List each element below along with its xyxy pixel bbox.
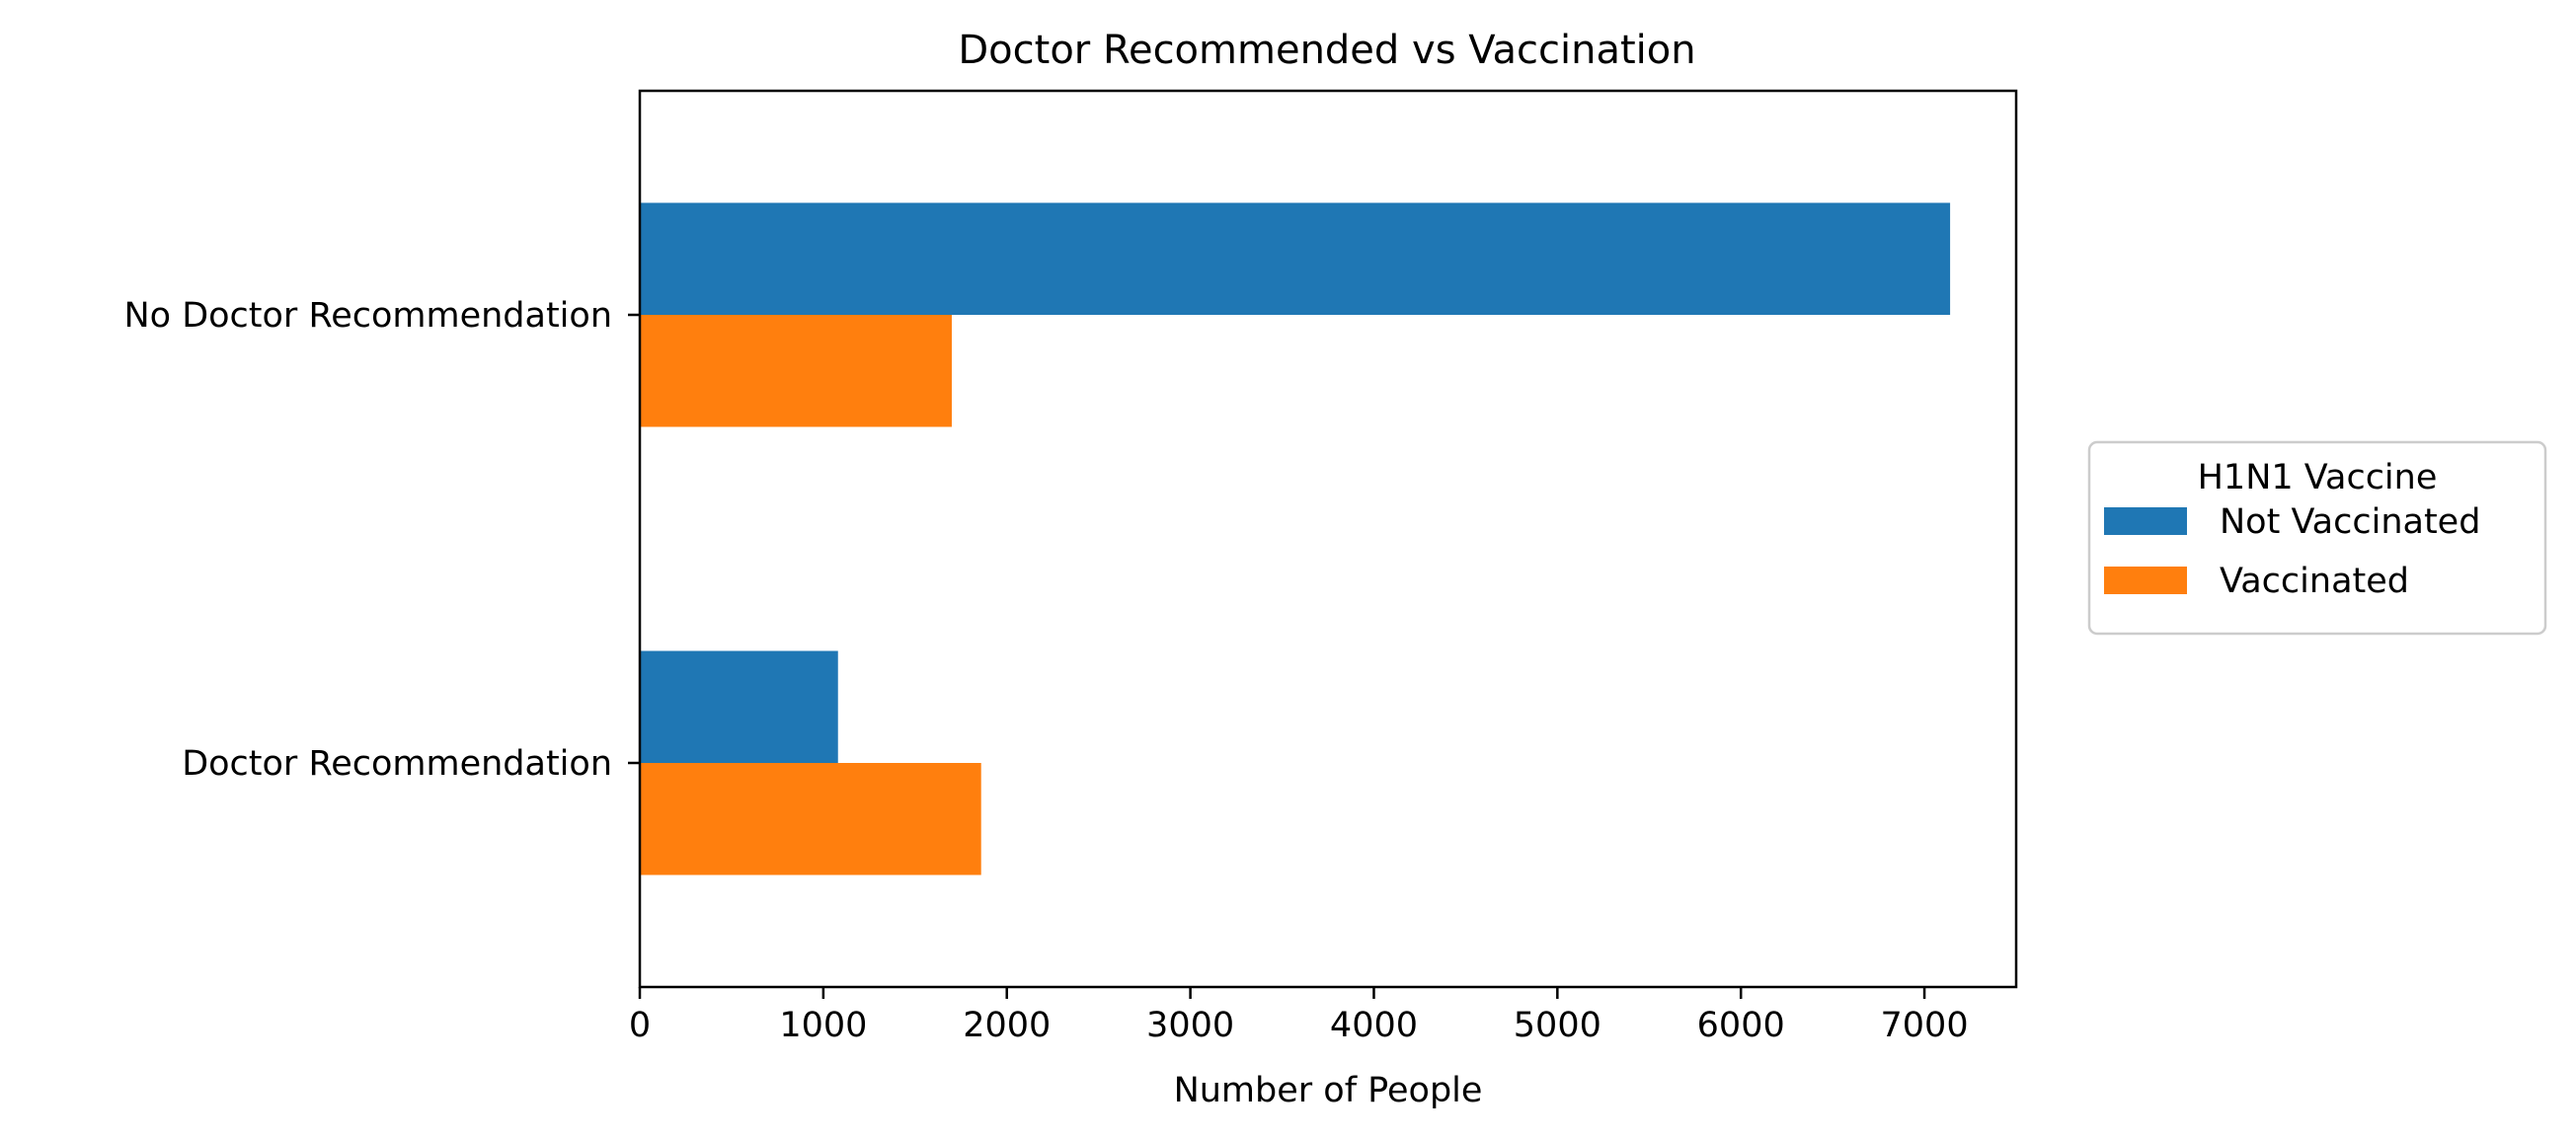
- plot-area-frame: [638, 89, 2018, 989]
- x-tick-label: 0: [629, 1006, 651, 1045]
- bar-not-vaccinated-doctor-recommendation: [640, 650, 838, 763]
- x-tick-label: 6000: [1697, 1006, 1785, 1045]
- legend-items: Not Vaccinated Vaccinated: [2104, 502, 2480, 601]
- legend-frame: [2087, 440, 2547, 636]
- bar-vaccinated-doctor-recommendation: [640, 763, 981, 875]
- x-tick-label: 2000: [963, 1006, 1051, 1045]
- x-axis-label: Number of People: [1174, 1071, 1483, 1110]
- y-tick-label: Doctor Recommendation: [182, 744, 612, 784]
- bar-vaccinated-no-doctor-recommendation: [640, 315, 952, 427]
- x-tick-label: 5000: [1514, 1006, 1601, 1045]
- x-tick-label: 1000: [779, 1006, 867, 1045]
- y-axis-ticks: No Doctor Recommendation Doctor Recommend…: [123, 296, 640, 784]
- legend-swatch-vaccinated: [2104, 567, 2187, 594]
- x-axis-ticks: 0 1000 2000 3000 4000 5000 6000 7000: [629, 987, 1969, 1045]
- y-tick-label: No Doctor Recommendation: [123, 296, 612, 336]
- bars-layer: [640, 202, 1951, 875]
- chart-title: Doctor Recommended vs Vaccination: [958, 28, 1695, 73]
- x-tick-label: 3000: [1146, 1006, 1234, 1045]
- legend-label: Vaccinated: [2220, 562, 2409, 601]
- legend-title: H1N1 Vaccine: [2198, 458, 2438, 497]
- x-tick-label: 4000: [1330, 1006, 1418, 1045]
- legend-label: Not Vaccinated: [2220, 502, 2480, 542]
- x-tick-label: 7000: [1881, 1006, 1969, 1045]
- legend: H1N1 Vaccine Not Vaccinated Vaccinated: [2087, 440, 2547, 636]
- bar-not-vaccinated-no-doctor-recommendation: [640, 202, 1951, 315]
- legend-swatch-not-vaccinated: [2104, 507, 2187, 535]
